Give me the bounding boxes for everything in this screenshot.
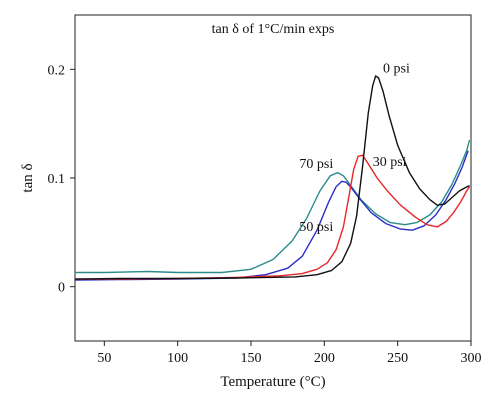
y-axis-label: tan δ bbox=[20, 163, 36, 192]
series-line-30-psi bbox=[75, 154, 471, 280]
series-line-0-psi bbox=[74, 75, 470, 280]
annotation-layer: 0 psi 30 psi 50 psi 70 psi bbox=[299, 62, 410, 236]
plot-frame bbox=[74, 14, 472, 342]
series-label: 50 psi bbox=[299, 220, 333, 235]
x-axis-ticks: 50 100 150 200 250 300 bbox=[97, 341, 482, 366]
y-axis-ticks: 0 0.1 0.2 bbox=[48, 63, 75, 296]
chart-title: tan δ of 1°C/min exps bbox=[212, 22, 335, 37]
x-tick-label: 50 bbox=[97, 351, 111, 366]
series-line-50-psi bbox=[74, 150, 469, 281]
series-label: 30 psi bbox=[373, 155, 407, 170]
x-tick-label: 150 bbox=[241, 351, 262, 366]
series-layer bbox=[74, 75, 471, 281]
y-tick-label: 0.2 bbox=[48, 63, 66, 78]
x-axis-label: Temperature (°C) bbox=[220, 374, 325, 390]
y-tick-label: 0 bbox=[58, 281, 65, 296]
series-line-70-psi bbox=[75, 139, 471, 274]
series-label: 70 psi bbox=[299, 157, 333, 172]
x-tick-label: 300 bbox=[461, 351, 482, 366]
y-tick-label: 0.1 bbox=[48, 172, 66, 187]
x-tick-label: 200 bbox=[314, 351, 335, 366]
x-tick-label: 100 bbox=[167, 351, 188, 366]
x-tick-label: 250 bbox=[387, 351, 408, 366]
series-label: 0 psi bbox=[383, 62, 410, 77]
